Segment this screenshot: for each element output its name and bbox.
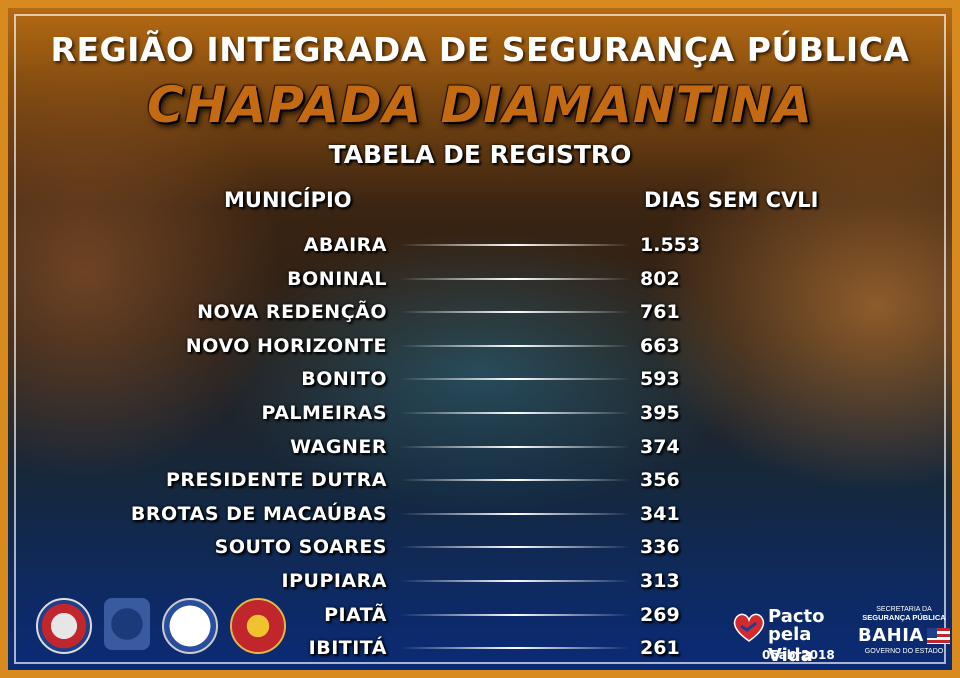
dias-value: 356 xyxy=(640,469,680,492)
bahia-wordmark: BAHIA xyxy=(858,625,950,646)
municipio-name: BROTAS DE MACAÚBAS xyxy=(130,502,387,525)
dias-value: 313 xyxy=(640,569,680,592)
row-divider xyxy=(400,378,630,381)
policia-civil-badge-icon xyxy=(104,598,150,650)
municipio-name: IBITITÁ xyxy=(308,637,387,660)
pacto-line1: Pacto xyxy=(768,606,825,627)
column-header-dias: DIAS SEM CVLI xyxy=(644,188,819,212)
municipio-name: WAGNER xyxy=(290,435,387,458)
pacto-line2: pela Vida xyxy=(768,624,813,666)
municipio-name: PRESIDENTE DUTRA xyxy=(166,469,387,492)
row-divider xyxy=(400,311,630,314)
column-header-municipio: MUNICÍPIO xyxy=(224,188,352,212)
municipio-name: IPUPIARA xyxy=(281,569,387,592)
row-divider xyxy=(400,647,630,650)
row-divider xyxy=(400,512,630,515)
table-row: PRESIDENTE DUTRA 356 xyxy=(8,463,952,497)
municipio-name: NOVO HORIZONTE xyxy=(185,334,387,357)
table-subtitle: TABELA DE REGISTRO xyxy=(328,140,632,169)
dias-value: 593 xyxy=(640,368,680,391)
row-divider xyxy=(400,344,630,347)
row-divider xyxy=(400,445,630,448)
municipio-name: PIATÃ xyxy=(324,603,387,626)
table-row: IBITITÁ 261 xyxy=(8,631,952,665)
municipio-name: ABAIRA xyxy=(303,234,387,256)
row-divider xyxy=(400,613,630,616)
police-badges xyxy=(36,598,286,654)
row-divider xyxy=(400,479,630,482)
municipio-name: NOVA REDENÇÃO xyxy=(197,301,387,324)
municipio-name: SOUTO SOARES xyxy=(214,536,387,559)
table-row: BONINAL 802 xyxy=(8,262,952,296)
dias-value: 1.553 xyxy=(640,234,701,256)
state-name: BAHIA xyxy=(858,625,924,646)
table-row: PIATÃ 269 xyxy=(8,598,952,632)
secretaria-line2: SEGURANÇA PÚBLICA xyxy=(862,613,946,622)
dias-value: 802 xyxy=(640,267,680,290)
bahia-flag-icon xyxy=(926,627,950,644)
policia-militar-badge-icon xyxy=(36,598,92,654)
policia-tecnica-badge-icon xyxy=(162,598,218,654)
table-row: ABAIRA 1.553 xyxy=(8,228,952,262)
governo-label: GOVERNO DO ESTADO xyxy=(864,648,944,655)
municipio-name: PALMEIRAS xyxy=(261,401,387,424)
table-row: NOVO HORIZONTE 663 xyxy=(8,329,952,363)
pacto-pela-vida-logo: Pacto pela Vida 05abr2018 xyxy=(730,606,840,666)
region-title: CHAPADA DIAMANTINA xyxy=(147,76,813,134)
row-divider xyxy=(400,277,630,280)
table-row: IPUPIARA 313 xyxy=(8,564,952,598)
table-row: BROTAS DE MACAÚBAS 341 xyxy=(8,497,952,531)
heart-handshake-icon xyxy=(733,613,765,642)
dias-value: 663 xyxy=(640,334,680,357)
row-divider xyxy=(400,244,630,246)
table-row: BONITO 593 xyxy=(8,362,952,396)
secretaria-label: SECRETARIA DA SEGURANÇA PÚBLICA xyxy=(858,606,950,622)
dias-value: 269 xyxy=(640,603,680,626)
row-divider xyxy=(400,411,630,414)
row-divider xyxy=(400,546,630,549)
table-row: NOVA REDENÇÃO 761 xyxy=(8,295,952,329)
secretaria-logo: SECRETARIA DA SEGURANÇA PÚBLICA BAHIA GO… xyxy=(858,606,950,666)
table-row: PALMEIRAS 395 xyxy=(8,396,952,430)
secretaria-line1: SECRETARIA DA xyxy=(876,606,932,613)
dias-value: 374 xyxy=(640,435,680,458)
row-divider xyxy=(400,579,630,582)
table-row: WAGNER 374 xyxy=(8,430,952,464)
dias-value: 761 xyxy=(640,301,680,324)
municipio-name: BONINAL xyxy=(287,267,387,290)
registry-table: ABAIRA 1.553 BONINAL 802 NOVA REDENÇÃO 7… xyxy=(8,228,952,665)
bombeiros-badge-icon xyxy=(230,598,286,654)
poster-date: 05abr2018 xyxy=(762,648,835,662)
dias-value: 261 xyxy=(640,637,680,660)
dias-value: 336 xyxy=(640,536,680,559)
dias-value: 341 xyxy=(640,502,680,525)
municipio-name: BONITO xyxy=(301,368,387,391)
table-row: SOUTO SOARES 336 xyxy=(8,530,952,564)
dias-value: 395 xyxy=(640,401,680,424)
main-title: REGIÃO INTEGRADA DE SEGURANÇA PÚBLICA xyxy=(50,30,910,69)
